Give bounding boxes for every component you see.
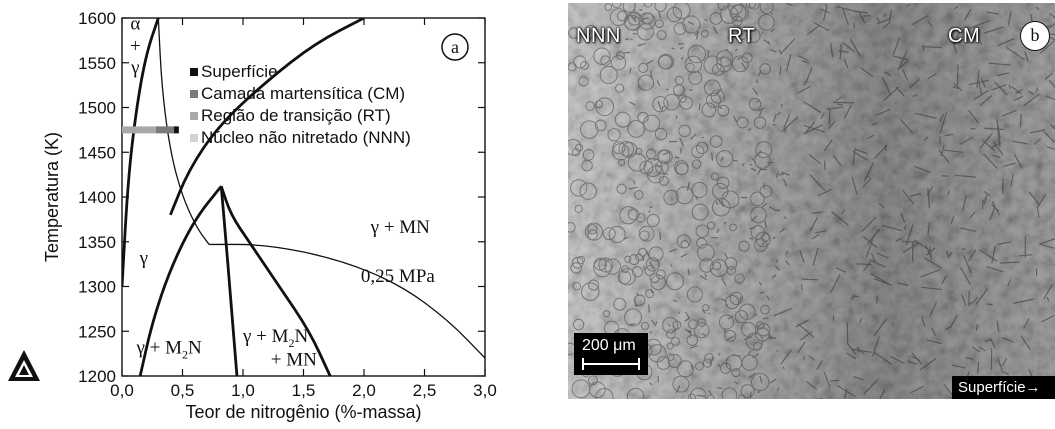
legend-label-3: Núcleo não nitretado (NNN) xyxy=(201,128,411,147)
y-tick-label: 1550 xyxy=(78,54,116,73)
y-axis-label: Temperatura (K) xyxy=(42,132,62,262)
y-tick-label: 1450 xyxy=(78,143,116,162)
phase-boundary-mn-solvus-upper xyxy=(169,18,365,216)
legend-label-1: Camada martensítica (CM) xyxy=(201,84,405,103)
scale-bar: 200 μm xyxy=(574,333,648,375)
region-label-gamma-m2n-mn-1: γ + M2N xyxy=(242,326,309,350)
region-label-3: γ xyxy=(139,248,148,269)
composition-bar-0 xyxy=(122,126,156,134)
x-tick-label: 0,0 xyxy=(110,381,134,400)
phase-boundary-gamma-solvus-thin xyxy=(157,18,210,245)
legend-swatch-3 xyxy=(190,134,198,142)
y-tick-label: 1500 xyxy=(78,99,116,118)
x-tick-label: 0,5 xyxy=(171,381,195,400)
phase-boundary-m2n-inner xyxy=(219,186,239,376)
legend-swatch-1 xyxy=(190,90,198,98)
panel-b-tag: b xyxy=(1020,21,1050,51)
scale-bar-label: 200 μm xyxy=(582,337,636,354)
legend-swatch-0 xyxy=(190,68,198,76)
legend-label-0: Superfície xyxy=(201,62,278,81)
phase-boundary-gamma-m2n-left xyxy=(138,185,223,376)
micrograph-image xyxy=(568,3,1055,399)
panel-a-tag: a xyxy=(451,37,459,57)
phase-boundary-m2n-mn-right xyxy=(219,185,332,376)
zone-label-cm: CM xyxy=(948,25,981,47)
phase-boundary-isobar-0.25MPa xyxy=(209,243,485,359)
y-tick-label: 1250 xyxy=(78,322,116,341)
y-tick-label: 1200 xyxy=(78,367,116,386)
y-tick-label: 1600 xyxy=(78,9,116,28)
x-tick-label: 2,0 xyxy=(352,381,376,400)
x-tick-label: 3,0 xyxy=(473,381,497,400)
region-label-1: + xyxy=(130,36,141,57)
x-tick-label: 2,5 xyxy=(413,381,437,400)
panel-a-tag-circle xyxy=(441,33,469,61)
x-tick-label: 1,0 xyxy=(231,381,255,400)
region-label-2: γ xyxy=(130,57,139,78)
micrograph-panel: NNN RT CM b 200 μm Superfície→ xyxy=(568,3,1055,399)
legend-label-2: Região de transição (RT) xyxy=(201,106,391,125)
y-tick-label: 1350 xyxy=(78,233,116,252)
zone-label-nnn: NNN xyxy=(576,25,621,47)
phase-diagram-chart: 1200 1250 1300 1350 1400 1450 1500 1550 1600 0,0 0… xyxy=(42,9,497,422)
legend-swatch-2 xyxy=(190,112,198,120)
zone-label-rt: RT xyxy=(728,25,756,47)
region-label-0: α xyxy=(130,14,140,35)
phase-boundary-alpha-gamma-boundary xyxy=(122,18,160,287)
region-label-4: γ + MN xyxy=(370,217,431,238)
region-label-gamma-m2n: γ + M2N xyxy=(136,338,203,362)
publisher-logo-icon xyxy=(8,350,40,381)
region-label-5: 0,25 MPa xyxy=(361,266,435,287)
y-tick-label: 1300 xyxy=(78,278,116,297)
x-axis-label: Teor de nitrogênio (%-massa) xyxy=(185,402,421,422)
surface-direction-label: Superfície→ xyxy=(952,376,1055,399)
region-label-gamma-m2n-mn-2: + MN xyxy=(271,349,317,370)
composition-bar-2 xyxy=(174,126,179,134)
y-tick-label: 1400 xyxy=(78,188,116,207)
composition-bar-1 xyxy=(155,126,175,134)
x-tick-label: 1,5 xyxy=(292,381,316,400)
